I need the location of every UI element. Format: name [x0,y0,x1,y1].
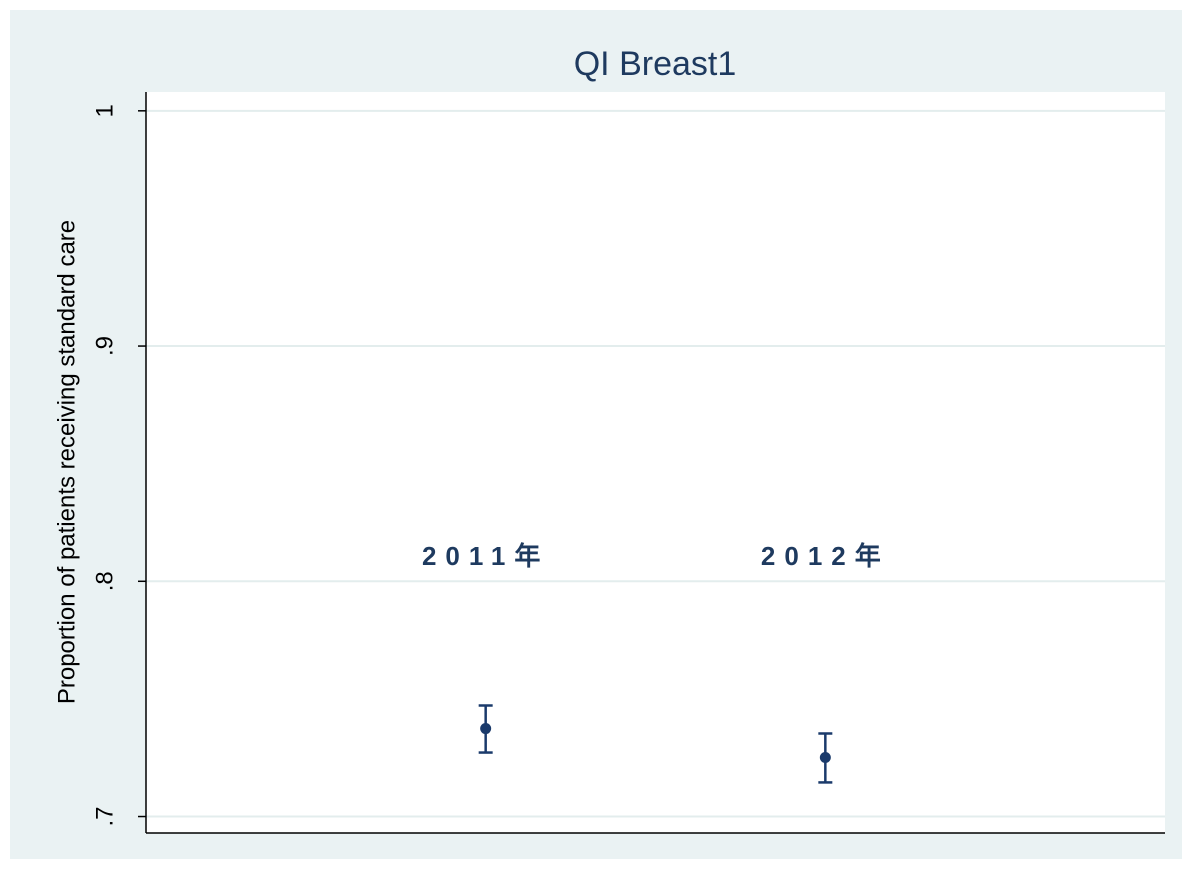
point [480,723,492,735]
point [819,751,831,763]
y-tick-label: .8 [91,571,118,591]
chart-title: QI Breast1 [574,45,737,83]
y-tick-label: .7 [91,807,118,827]
y-tick-label: 1 [91,104,118,117]
category-label: 2012年 [761,541,890,571]
plot-area [146,92,1165,833]
y-axis-label: Proportion of patients receiving standar… [53,220,80,704]
y-tick-label: .9 [91,336,118,356]
category-label: 2011年 [422,541,549,571]
